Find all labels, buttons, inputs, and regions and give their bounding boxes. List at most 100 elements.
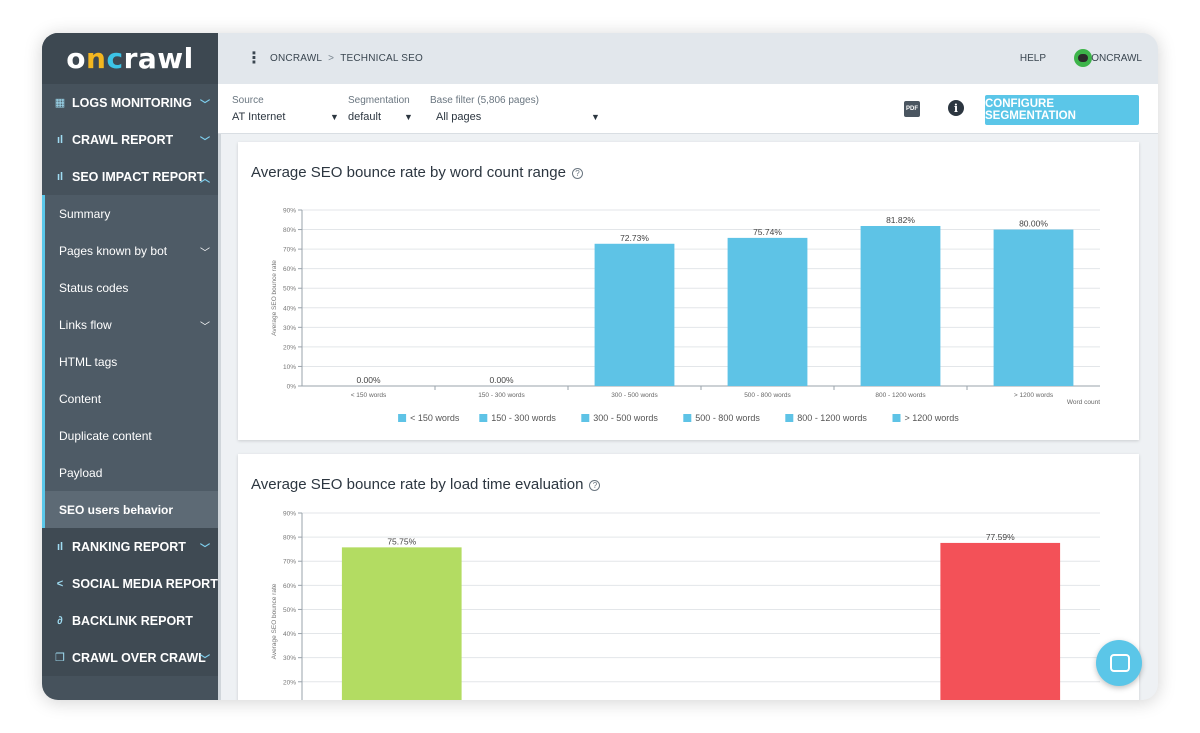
chart-title-text: Average SEO bounce rate by word count ra… — [251, 164, 566, 181]
sidebar-item-label: Pages known by bot — [59, 243, 168, 258]
data-label: 75.74% — [753, 227, 782, 237]
copy-icon: ❐ — [55, 652, 65, 664]
app-window: oncrawl ▦ LOGS MONITORING ﹀ ıl CRAWL REPORT ﹀… — [42, 33, 1158, 700]
y-tick-label: 90% — [283, 511, 296, 518]
y-tick-label: 90% — [283, 208, 296, 215]
sidebar-item-label: CRAWL REPORT — [72, 132, 174, 147]
segmentation-select[interactable]: default — [348, 111, 382, 123]
x-tick-label: 150 - 300 words — [478, 392, 525, 399]
word-count-chart: 0% 10% 20% 30% 40% 50% 60% 70% 80% 90% Average SEO… — [271, 208, 1100, 424]
top-bar: ⋮ ONCRAWL > TECHNICAL SEO HELP ONCRAWL — [218, 33, 1158, 84]
breadcrumb: ONCRAWL > TECHNICAL SEO — [270, 53, 423, 64]
sidebar: oncrawl ▦ LOGS MONITORING ﹀ ıl CRAWL REPORT ﹀… — [42, 33, 218, 700]
sidebar-item-label: SOCIAL MEDIA REPORT — [72, 576, 218, 591]
x-tick-label: < 150 words — [351, 392, 387, 399]
y-tick-label: 60% — [283, 583, 296, 590]
base-filter-select[interactable]: All pages — [436, 111, 482, 123]
sidebar-item-social-media-report[interactable]: < SOCIAL MEDIA REPORT — [42, 565, 218, 602]
sidebar-item-backlink-report[interactable]: ∂ BACKLINK REPORT — [42, 602, 218, 639]
sidebar-item-seo-impact-report[interactable]: ıl SEO IMPACT REPORT ︿ — [42, 158, 218, 195]
legend-item: 150 - 300 words — [491, 413, 556, 423]
source-select[interactable]: AT Internet — [232, 111, 286, 123]
legend-swatch — [581, 414, 590, 422]
chevron-down-icon[interactable]: ﹀ — [200, 655, 210, 666]
sidebar-item-ranking-report[interactable]: ıl RANKING REPORT ﹀ — [42, 528, 218, 565]
sidebar-item-label: Duplicate content — [59, 428, 152, 443]
sidebar-item-duplicate-content[interactable]: Duplicate content — [42, 417, 218, 454]
y-tick-label: 40% — [283, 631, 296, 638]
y-tick-label: 70% — [283, 247, 296, 254]
bar-chart-icon: ıl — [56, 170, 64, 183]
bar-chart-icon: ıl — [56, 133, 64, 146]
sidebar-item-label: BACKLINK REPORT — [72, 613, 193, 628]
breadcrumb-item-current[interactable]: TECHNICAL SEO — [340, 53, 424, 64]
legend-swatch — [892, 414, 901, 422]
y-tick-label: 30% — [283, 325, 296, 332]
segmentation-dropdown-icon[interactable]: ▼ — [404, 112, 413, 122]
info-icon[interactable]: i — [948, 100, 964, 116]
chart-title-text: Average SEO bounce rate by load time eva… — [251, 476, 584, 493]
base-filter-dropdown-icon[interactable]: ▼ — [591, 112, 600, 122]
help-icon[interactable]: ? — [589, 479, 601, 491]
base-filter-label: Base filter (5,806 pages) — [430, 95, 539, 106]
load-time-chart: 0%10%20%30%40%50%60%70%80%90%Average SEO… — [271, 511, 1100, 700]
logo-bar[interactable]: oncrawl — [42, 33, 218, 84]
chevron-down-icon[interactable]: ﹀ — [200, 137, 210, 148]
y-tick-label: 50% — [283, 286, 296, 293]
y-tick-label: 60% — [283, 266, 296, 273]
sidebar-item-label: Summary — [59, 206, 111, 221]
sidebar-item-pages-known-by-bot[interactable]: Pages known by bot ﹀ — [42, 232, 218, 269]
legend-item: 500 - 800 words — [695, 413, 760, 423]
sidebar-item-label: SEO IMPACT REPORT — [72, 169, 205, 184]
y-tick-label: 80% — [283, 227, 296, 234]
scrollbar[interactable] — [218, 134, 221, 700]
segmentation-label: Segmentation — [348, 95, 410, 106]
user-name[interactable]: ONCRAWL — [1091, 53, 1142, 64]
chat-icon[interactable] — [1096, 640, 1142, 686]
chevron-down-icon[interactable]: ﹀ — [200, 248, 210, 259]
y-tick-label: 0% — [287, 384, 297, 391]
y-tick-label: 40% — [283, 305, 296, 312]
legend-item: 300 - 500 words — [593, 413, 658, 423]
sidebar-item-crawl-over-crawl[interactable]: ❐ CRAWL OVER CRAWL ﹀ — [42, 639, 218, 676]
sidebar-item-crawl-report[interactable]: ıl CRAWL REPORT ﹀ — [42, 121, 218, 158]
chart-card-load-time: Average SEO bounce rate by load time eva… — [238, 454, 1139, 700]
y-tick-label: 50% — [283, 607, 296, 614]
sidebar-item-label: Links flow — [59, 317, 112, 332]
chart-title: Average SEO bounce rate by load time eva… — [251, 476, 601, 493]
chevron-down-icon[interactable]: ﹀ — [200, 100, 210, 111]
kebab-menu-icon[interactable]: ⋮ — [246, 49, 262, 67]
source-dropdown-icon[interactable]: ▼ — [330, 112, 339, 122]
chevron-down-icon[interactable]: ﹀ — [200, 544, 210, 555]
chart-title: Average SEO bounce rate by word count ra… — [251, 164, 583, 181]
sidebar-item-label: SEO users behavior — [59, 502, 174, 517]
y-tick-label: 30% — [283, 655, 296, 662]
sidebar-item-label: CRAWL OVER CRAWL — [72, 650, 206, 665]
sidebar-item-label: Payload — [59, 465, 103, 480]
sidebar-item-links-flow[interactable]: Links flow ﹀ — [42, 306, 218, 343]
sidebar-item-label: LOGS MONITORING — [72, 95, 192, 110]
sidebar-item-label: HTML tags — [59, 354, 118, 369]
chevron-up-icon[interactable]: ︿ — [200, 174, 210, 185]
chevron-down-icon[interactable]: ﹀ — [200, 322, 210, 333]
sidebar-item-html-tags[interactable]: HTML tags — [42, 343, 218, 380]
sidebar-item-seo-users-behavior[interactable]: SEO users behavior — [42, 491, 218, 528]
pdf-export-icon[interactable]: PDF — [904, 101, 920, 117]
y-tick-label: 20% — [283, 679, 296, 686]
sidebar-item-status-codes[interactable]: Status codes — [42, 269, 218, 306]
sidebar-item-payload[interactable]: Payload — [42, 454, 218, 491]
sidebar-item-summary[interactable]: Summary — [42, 195, 218, 232]
sidebar-item-label: RANKING REPORT — [72, 539, 186, 554]
help-icon[interactable]: ? — [571, 167, 583, 179]
link-icon: ∂ — [57, 614, 63, 627]
user-avatar[interactable] — [1074, 49, 1092, 67]
sidebar-item-logs-monitoring[interactable]: ▦ LOGS MONITORING ﹀ — [42, 84, 218, 121]
filter-bar: Source AT Internet ▼ Segmentation defaul… — [218, 84, 1158, 134]
data-label: 0.00% — [356, 375, 381, 385]
legend-item: < 150 words — [410, 413, 460, 423]
help-link[interactable]: HELP — [1019, 53, 1046, 64]
sidebar-item-content[interactable]: Content — [42, 380, 218, 417]
breadcrumb-item-root[interactable]: ONCRAWL — [270, 53, 323, 64]
data-label: 81.82% — [886, 215, 915, 225]
configure-segmentation-button[interactable]: CONFIGURE SEGMENTATION — [985, 95, 1139, 125]
